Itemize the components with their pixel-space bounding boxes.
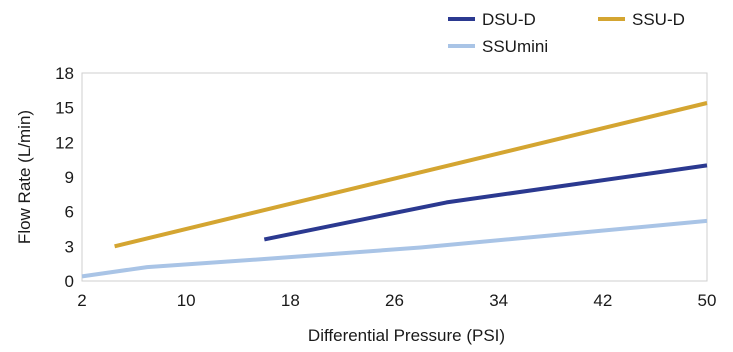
y-tick-label: 15	[55, 99, 74, 118]
x-tick-label: 50	[698, 291, 717, 310]
x-tick-label: 42	[593, 291, 612, 310]
x-tick-label: 2	[77, 291, 86, 310]
y-tick-label: 9	[65, 168, 74, 187]
legend: DSU-D SSU-D SSUmini	[448, 10, 685, 56]
x-tick-label: 34	[489, 291, 508, 310]
legend-label-ssu-d: SSU-D	[632, 10, 685, 29]
plot-area: 0 3 6 9 12 15 18 2 10 18 26 34 42 50	[55, 64, 716, 310]
x-tick-label: 10	[177, 291, 196, 310]
plot-frame	[81, 72, 708, 282]
x-tick-label: 18	[281, 291, 300, 310]
y-tick-label: 6	[65, 203, 74, 222]
y-axis-label: Flow Rate (L/min)	[15, 110, 34, 244]
y-tick-label: 18	[55, 64, 74, 83]
x-axis-ticks: 2 10 18 26 34 42 50	[77, 291, 716, 310]
series-line-ssu-d	[114, 101, 708, 249]
series-line-dsu-d	[263, 163, 708, 242]
y-tick-label: 3	[65, 237, 74, 256]
y-tick-label: 12	[55, 133, 74, 152]
x-axis-label: Differential Pressure (PSI)	[308, 326, 505, 345]
series-lines	[81, 101, 708, 279]
y-axis-ticks: 0 3 6 9 12 15 18	[55, 64, 74, 291]
legend-label-dsu-d: DSU-D	[482, 10, 536, 29]
y-tick-label: 0	[65, 272, 74, 291]
legend-label-ssumini: SSUmini	[482, 37, 548, 56]
x-tick-label: 26	[385, 291, 404, 310]
series-line-ssumini	[81, 218, 708, 279]
